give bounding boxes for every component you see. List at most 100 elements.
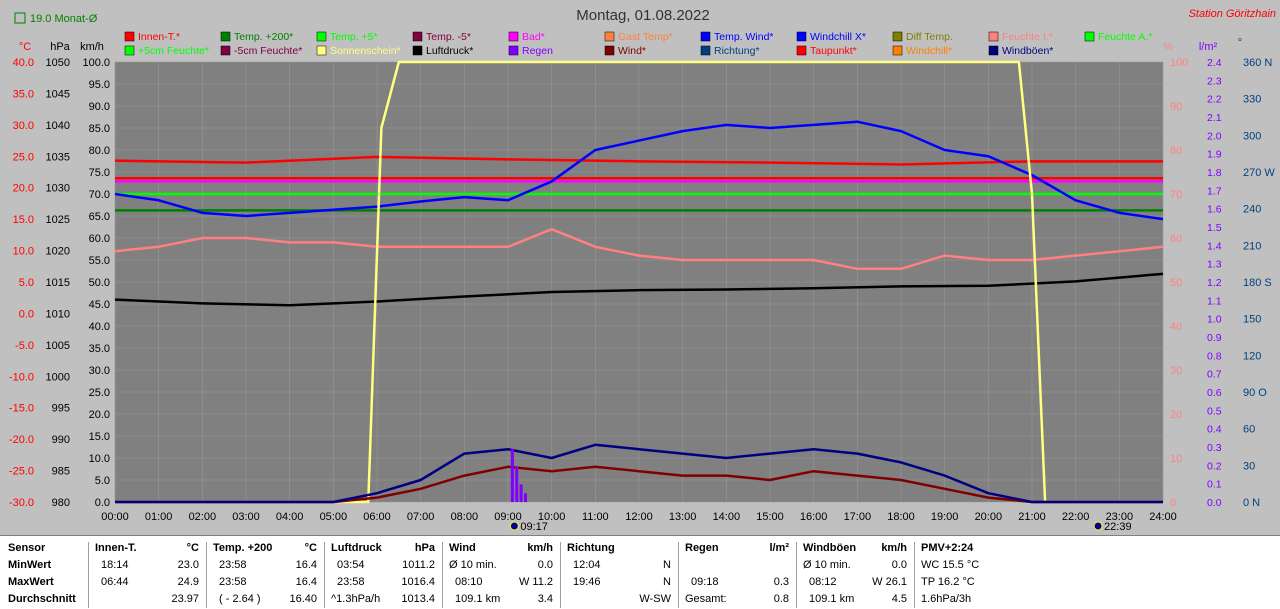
legend-swatch-2[interactable]: [316, 31, 327, 42]
footer-wind-min-time: Ø 10 min.: [449, 559, 497, 571]
legend-swatch-12[interactable]: [220, 45, 231, 56]
tick-label-x: 11:00: [582, 511, 609, 523]
tick-label-x: 00:00: [101, 511, 129, 523]
footer-richtung-title: Richtung: [567, 542, 615, 554]
tick-label-x: 17:00: [844, 511, 872, 523]
tick-label-x: 24:00: [1149, 511, 1177, 523]
legend-swatch-9[interactable]: [988, 31, 999, 42]
footer-innen-title: Innen-T.: [95, 542, 137, 554]
tick-label-hpa: 995: [52, 403, 70, 415]
footer-windboeen-max-time: 08:12: [809, 576, 837, 588]
footer-windboeen-min-time: Ø 10 min.: [803, 559, 851, 571]
tick-label-x: 14:00: [713, 511, 741, 523]
legend-swatch-5[interactable]: [604, 31, 615, 42]
tick-label-hpa: 1015: [46, 277, 70, 289]
tick-label-hpa: 980: [52, 497, 70, 509]
legend-swatch-8[interactable]: [892, 31, 903, 42]
tick-label-celsius: 40.0: [13, 57, 34, 69]
legend-swatch-20[interactable]: [988, 45, 999, 56]
axis-ticks: 40.0 35.0 30.0 25.0 20.0 15.0 10.0 5.0 0.0 -5.0 -1…: [9, 57, 1275, 523]
tick-label-rain: 0.2: [1207, 460, 1222, 472]
legend-swatch-10[interactable]: [1084, 31, 1095, 42]
legend-swatch-11[interactable]: [124, 45, 135, 56]
tick-label-percent: 60: [1170, 233, 1182, 245]
legend-swatch-14[interactable]: [412, 45, 423, 56]
sunset-icon: [1093, 521, 1103, 531]
tick-label-x: 18:00: [887, 511, 915, 523]
footer-temp200-min-time: 23:58: [219, 559, 247, 571]
legend-swatch-19[interactable]: [892, 45, 903, 56]
monthly-avg-checkbox[interactable]: [14, 12, 26, 24]
tick-label-hpa: 1035: [46, 151, 70, 163]
legend-label-17: Richtung*: [714, 45, 760, 57]
tick-label-x: 04:00: [276, 511, 304, 523]
legend-swatch-13[interactable]: [316, 45, 327, 56]
legend-swatch-0[interactable]: [124, 31, 135, 42]
tick-label-x: 10:00: [538, 511, 566, 523]
footer-regen-avg-time: Gesamt:: [685, 593, 727, 605]
tick-label-x: 16:00: [800, 511, 828, 523]
legend-label-10: Feuchte A.*: [1098, 31, 1152, 43]
tick-label-kmh: 55.0: [89, 255, 110, 267]
rain-bar: [523, 493, 527, 502]
tick-label-direction: 0 N: [1243, 497, 1260, 509]
footer-luftdruck-max-val: 1016.4: [401, 576, 435, 588]
legend-label-9: Feuchte I.*: [1002, 31, 1053, 43]
tick-label-celsius: -20.0: [9, 434, 34, 446]
legend-swatch-15[interactable]: [508, 45, 519, 56]
tick-label-celsius: 0.0: [19, 308, 34, 320]
footer-wind-avg-val: 3.4: [537, 593, 553, 605]
tick-label-x: 13:00: [669, 511, 697, 523]
legend-label-3: Temp. -5*: [426, 31, 471, 43]
legend-label-18: Taupunkt*: [810, 45, 857, 57]
tick-label-direction: 360 N: [1243, 57, 1272, 69]
tick-label-hpa: 1020: [46, 246, 70, 258]
series-line-5: [114, 120, 1164, 221]
tick-label-hpa: 1010: [46, 308, 70, 320]
footer-col-richtung: Richtung 12:04 N 19:46 N W-SW: [560, 542, 677, 608]
tick-label-direction: 300: [1243, 130, 1261, 142]
legend-swatch-17[interactable]: [700, 45, 711, 56]
legend-swatch-6[interactable]: [700, 31, 711, 42]
legend-swatch-16[interactable]: [604, 45, 615, 56]
tick-label-rain: 0.5: [1207, 405, 1222, 417]
legend-swatch-18[interactable]: [796, 45, 807, 56]
legend-swatch-4[interactable]: [508, 31, 519, 42]
tick-label-kmh: 80.0: [89, 145, 110, 157]
tick-label-rain: 0.0: [1207, 497, 1222, 509]
tick-label-kmh: 30.0: [89, 365, 110, 377]
tick-label-rain: 1.8: [1207, 167, 1222, 179]
footer-luftdruck-min-val: 1011.2: [402, 559, 435, 571]
footer-windboeen-min-val: 0.0: [891, 559, 907, 571]
footer-luftdruck-title: Luftdruck: [331, 542, 382, 554]
tick-label-celsius: 30.0: [13, 120, 34, 132]
tick-label-rain: 2.1: [1207, 112, 1222, 124]
legend-label-2: Temp. +5*: [330, 31, 378, 43]
tick-label-hpa: 1025: [46, 214, 70, 226]
tick-label-x: 21:00: [1018, 511, 1046, 523]
series-line-9: [115, 465, 1163, 504]
tick-label-direction: 120: [1243, 350, 1261, 362]
footer-windboeen-avg-time: 109.1 km: [809, 593, 855, 605]
tick-label-percent: 20: [1170, 409, 1182, 421]
legend-label-13: Sonnenschein*: [330, 45, 401, 57]
footer-innen-min-time: 18:14: [101, 559, 129, 571]
legend-label-19: Windchill*: [906, 45, 952, 57]
footer-pmv-line1: WC 15.5 °C: [921, 559, 980, 571]
footer-windboeen-unit: km/h: [881, 542, 907, 554]
tick-label-kmh: 75.0: [89, 167, 110, 179]
rain-bar: [515, 466, 519, 502]
footer-wind-avg-time: 109.1 km: [455, 593, 501, 605]
tick-label-rain: 1.5: [1207, 222, 1222, 234]
footer-luftdruck-min-time: 03:54: [337, 559, 365, 571]
legend-swatch-1[interactable]: [220, 31, 231, 42]
footer-luftdruck-max-time: 23:58: [337, 576, 365, 588]
tick-label-celsius: 5.0: [19, 277, 34, 289]
legend-swatch-3[interactable]: [412, 31, 423, 42]
footer-col-innen: Innen-T. °C 18:14 23.0 06:44 24.9 23.97: [88, 542, 205, 608]
footer-pmv-line3: 1.6hPa/3h: [921, 593, 972, 605]
tick-label-x: 05:00: [320, 511, 348, 523]
legend-swatch-7[interactable]: [796, 31, 807, 42]
tick-label-rain: 1.6: [1207, 204, 1222, 216]
footer-regen-unit: l/m²: [769, 542, 789, 554]
